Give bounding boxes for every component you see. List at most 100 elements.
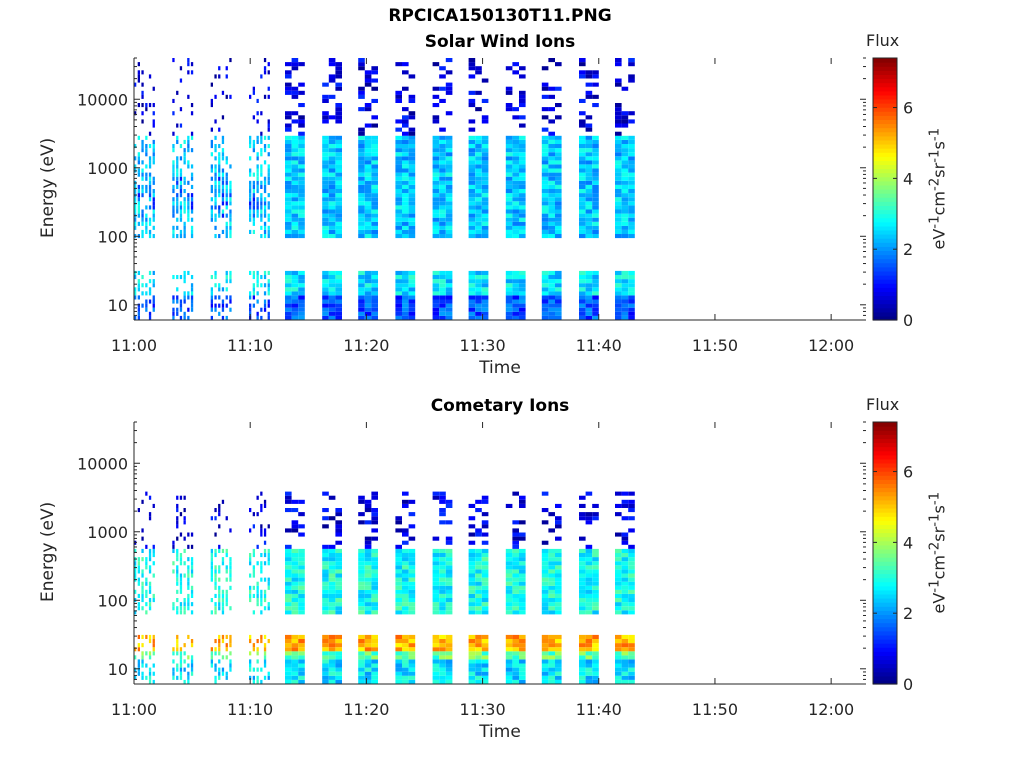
- heatmap-cell: [371, 221, 378, 226]
- heatmap-cell: [468, 303, 476, 308]
- heatmap-cell: [445, 168, 453, 173]
- heatmap-cell: [148, 193, 152, 198]
- heatmap-cell: [592, 164, 599, 169]
- heatmap-cell: [541, 127, 549, 132]
- heatmap-cell: [358, 139, 365, 144]
- heatmap-cell: [137, 168, 140, 173]
- heatmap-cell: [432, 675, 440, 680]
- heatmap-cell: [475, 144, 482, 149]
- heatmap-cell: [408, 189, 416, 194]
- heatmap-cell: [298, 565, 305, 570]
- colorbar-segment: [873, 610, 897, 615]
- heatmap-cell: [621, 499, 629, 504]
- heatmap-cell: [256, 647, 259, 652]
- colorbar-segment: [873, 131, 897, 137]
- heatmap-cell: [468, 201, 476, 206]
- heatmap-cell: [621, 663, 629, 668]
- heatmap-cell: [395, 225, 402, 230]
- heatmap-cell: [481, 606, 489, 611]
- heatmap-cell: [285, 86, 292, 91]
- heatmap-cell: [252, 189, 255, 194]
- heatmap-cell: [505, 634, 513, 639]
- heatmap-cell: [328, 663, 336, 668]
- heatmap-cell: [592, 213, 599, 218]
- heatmap-cell: [145, 561, 148, 566]
- heatmap-cell: [358, 127, 365, 132]
- heatmap-cell: [615, 602, 622, 607]
- heatmap-cell: [214, 168, 217, 173]
- heatmap-cell: [190, 295, 194, 300]
- heatmap-cell: [285, 589, 292, 594]
- heatmap-cell: [408, 176, 416, 181]
- heatmap-cell: [252, 209, 255, 214]
- heatmap-cell: [475, 193, 482, 198]
- heatmap-cell: [395, 62, 402, 67]
- heatmap-cell: [263, 553, 267, 558]
- heatmap-cell: [371, 201, 378, 206]
- heatmap-cell: [475, 303, 482, 308]
- heatmap-cell: [408, 536, 416, 541]
- heatmap-cell: [432, 634, 440, 639]
- heatmap-cell: [263, 561, 267, 566]
- heatmap-cell: [519, 499, 526, 504]
- heatmap-cell: [402, 229, 409, 234]
- heatmap-cell: [585, 663, 593, 668]
- heatmap-cell: [481, 553, 489, 558]
- heatmap-cell: [179, 123, 183, 128]
- heatmap-cell: [468, 287, 476, 292]
- heatmap-cell: [555, 520, 562, 525]
- heatmap-cell: [176, 536, 179, 541]
- heatmap-cell: [621, 209, 629, 214]
- heatmap-cell: [475, 315, 482, 320]
- heatmap-cell: [190, 639, 194, 644]
- heatmap-cell: [221, 593, 225, 598]
- heatmap-cell: [335, 647, 342, 652]
- heatmap-cell: [190, 610, 194, 615]
- heatmap-cell: [439, 172, 446, 177]
- heatmap-cell: [481, 144, 489, 149]
- heatmap-cell: [221, 499, 225, 504]
- heatmap-cell: [519, 209, 526, 214]
- heatmap-cell: [263, 299, 267, 304]
- heatmap-cell: [541, 663, 549, 668]
- heatmap-cell: [548, 217, 555, 222]
- heatmap-cell: [263, 532, 267, 537]
- heatmap-cell: [402, 135, 409, 140]
- heatmap-cell: [214, 135, 217, 140]
- heatmap-cell: [579, 512, 586, 517]
- heatmap-cell: [298, 135, 305, 140]
- heatmap-cell: [548, 86, 555, 91]
- heatmap-cell: [475, 164, 482, 169]
- heatmap-cell: [541, 287, 549, 292]
- heatmap-cell: [291, 299, 299, 304]
- colorbar-segment: [873, 189, 897, 194]
- colorbar-segment: [873, 98, 897, 104]
- heatmap-cell: [592, 279, 599, 284]
- heatmap-cell: [481, 221, 489, 226]
- heatmap-cell: [285, 610, 292, 615]
- heatmap-cell: [475, 291, 482, 296]
- heatmap-cell: [555, 209, 562, 214]
- heatmap-cell: [481, 295, 489, 300]
- heatmap-cell: [298, 675, 305, 680]
- heatmap-cell: [439, 168, 446, 173]
- heatmap-cell: [210, 573, 213, 578]
- heatmap-cell: [183, 651, 186, 656]
- heatmap-cell: [328, 74, 336, 79]
- heatmap-cell: [335, 610, 342, 615]
- heatmap-cell: [445, 291, 453, 296]
- heatmap-cell: [512, 520, 519, 525]
- heatmap-cell: [481, 283, 489, 288]
- heatmap-cell: [229, 557, 232, 562]
- heatmap-cell: [152, 197, 155, 202]
- heatmap-cell: [555, 144, 562, 149]
- heatmap-cell: [475, 148, 482, 153]
- heatmap-cell: [519, 275, 526, 280]
- heatmap-cell: [183, 295, 186, 300]
- heatmap-cell: [263, 66, 267, 71]
- heatmap-cell: [179, 561, 183, 566]
- heatmap-cell: [468, 581, 476, 586]
- heatmap-cell: [358, 315, 365, 320]
- colorbar-segment: [873, 671, 897, 677]
- heatmap-cell: [172, 164, 175, 169]
